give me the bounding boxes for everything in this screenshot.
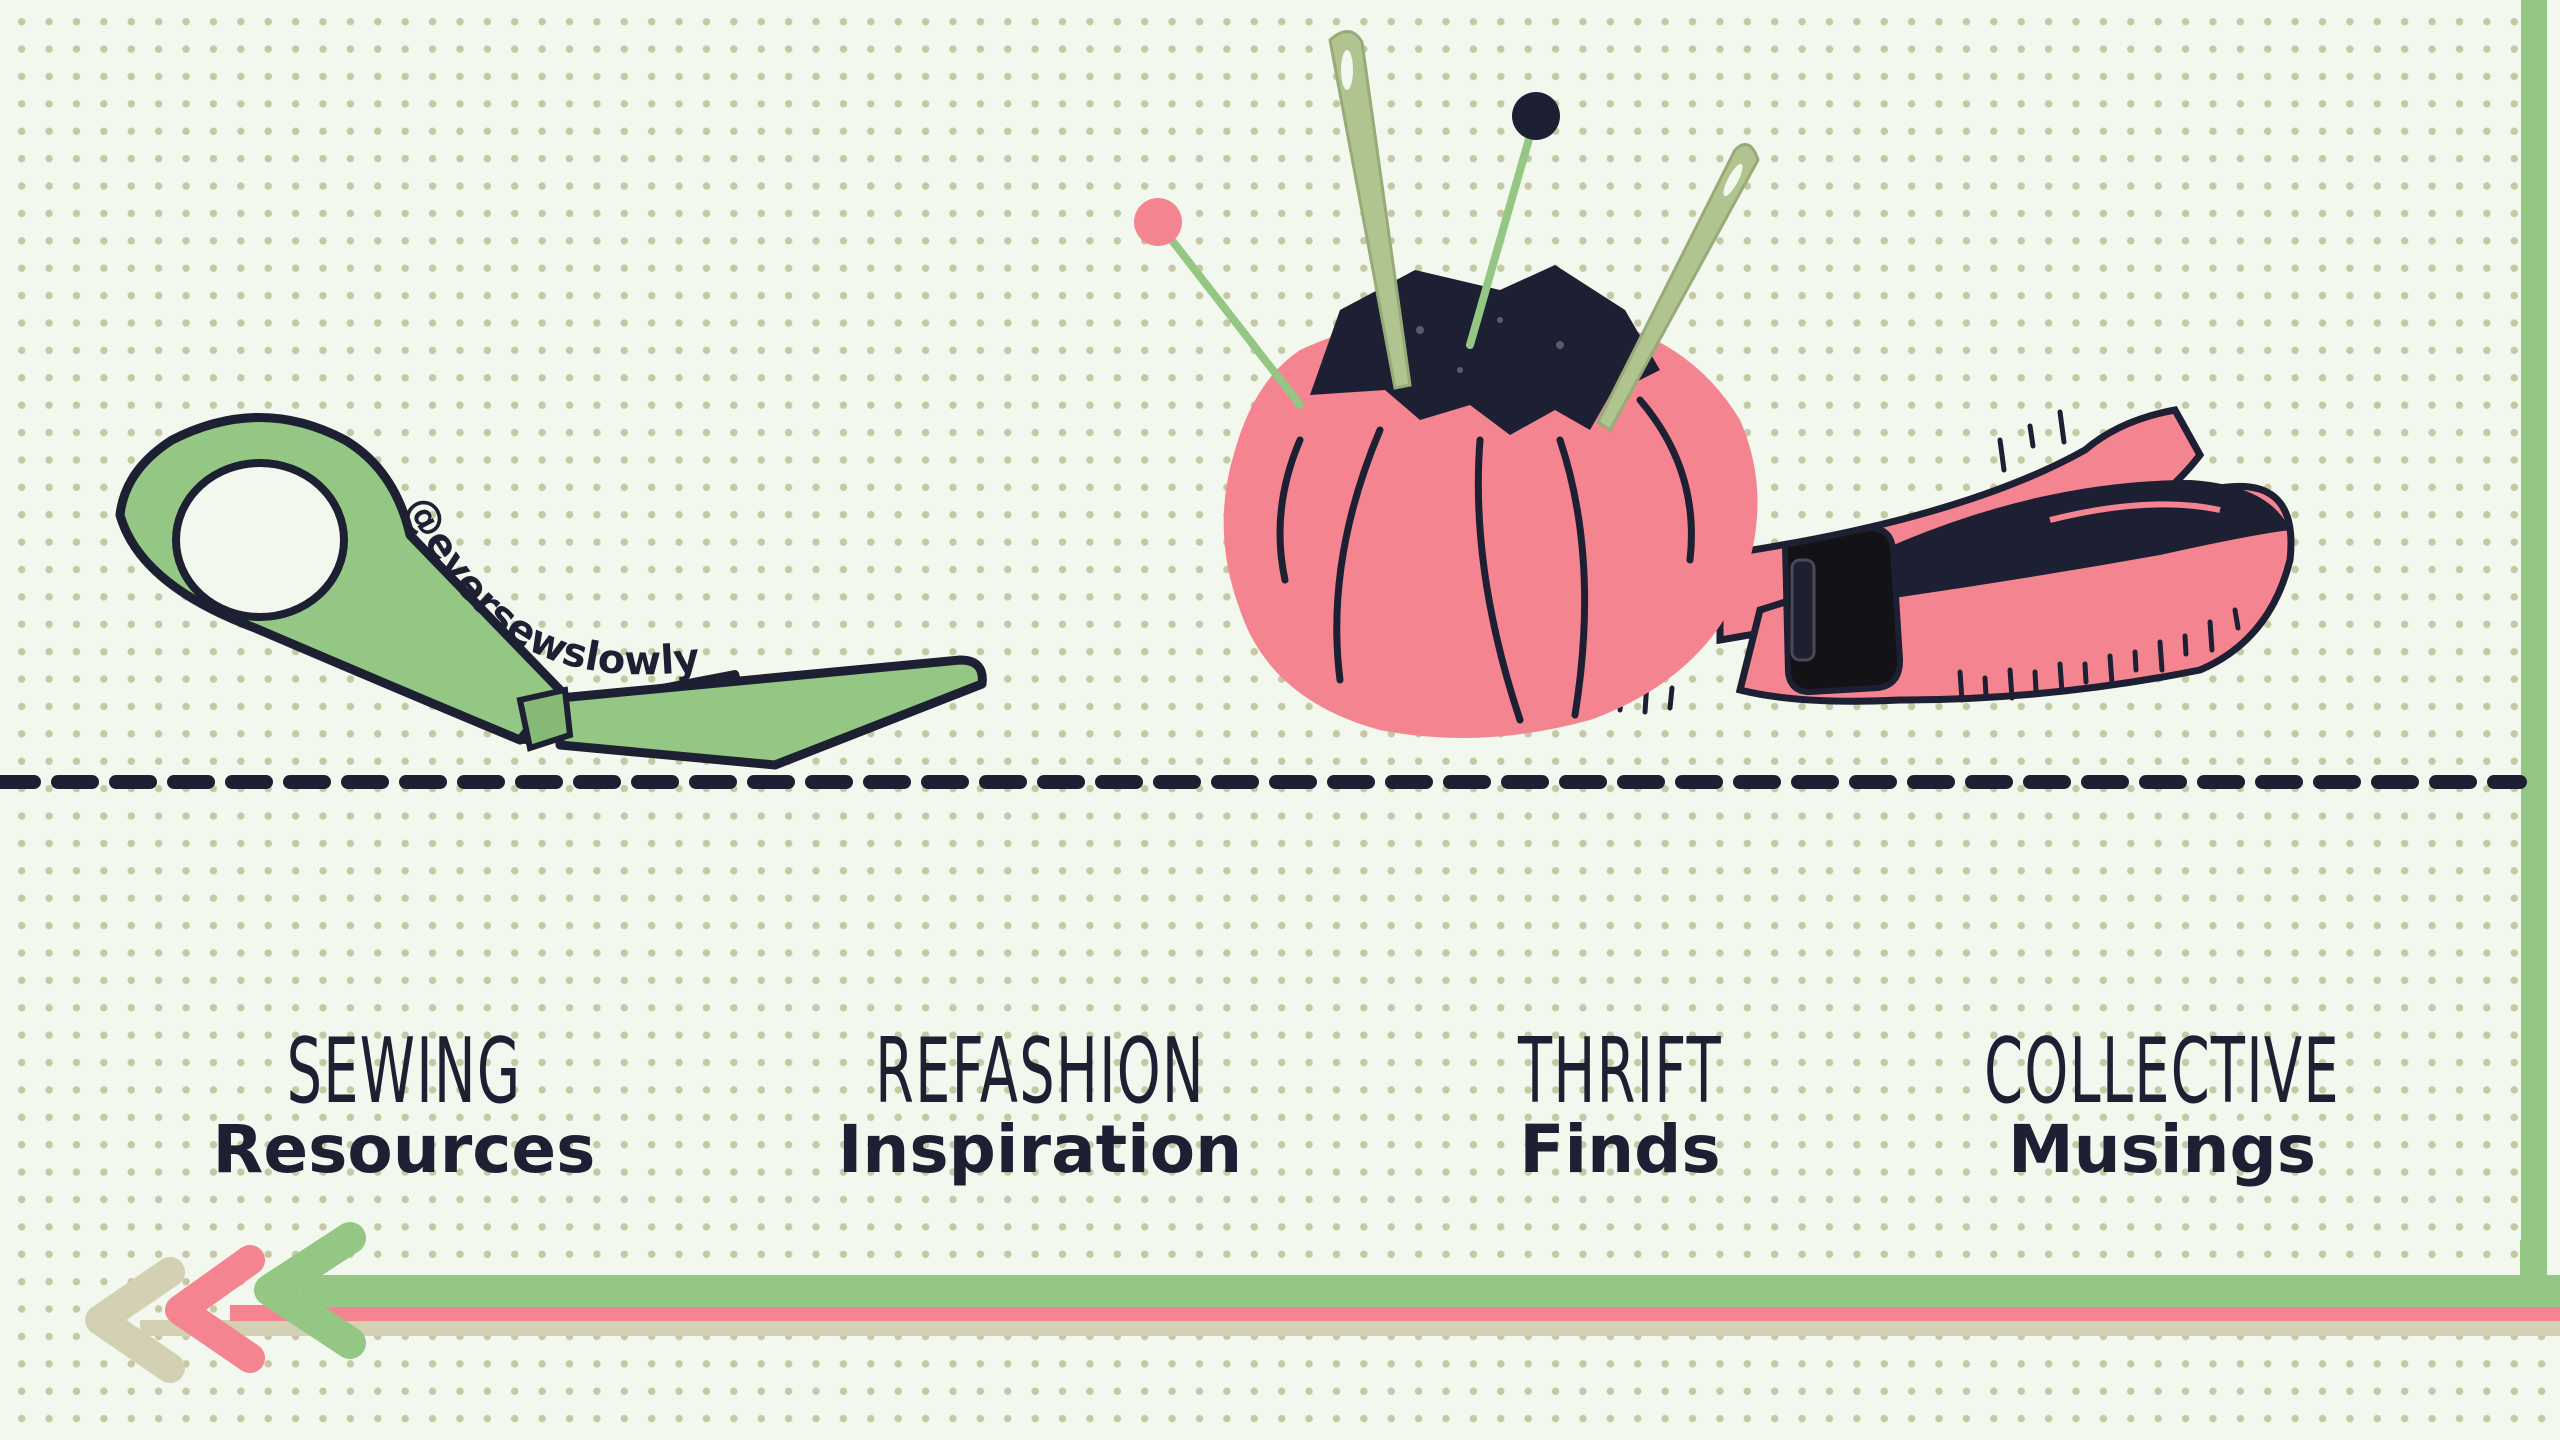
nav-item-bottom-label: Inspiration bbox=[837, 1111, 1243, 1188]
stitch-divider bbox=[0, 775, 2527, 789]
nav-item-top-label: THRIFT bbox=[1518, 1019, 1722, 1124]
nav-item-top-label: SEWING bbox=[286, 1019, 522, 1124]
tape-measure-icon bbox=[1617, 406, 2295, 715]
nav-item-collective-musings[interactable]: COLLECTIVE Musings bbox=[1875, 1019, 2449, 1188]
needle-icon bbox=[1328, 30, 1760, 433]
nav-item-thrift-finds[interactable]: THRIFT Finds bbox=[1456, 1019, 1785, 1188]
nav-item-bottom-label: Musings bbox=[2007, 1111, 2317, 1188]
pincushion-icon bbox=[1223, 265, 1758, 738]
pin-icon bbox=[1134, 92, 1560, 409]
nav-item-top-label: REFASHION bbox=[875, 1019, 1205, 1124]
nav-item-bottom-label: Finds bbox=[1519, 1111, 1721, 1188]
nav-item-bottom-label: Resources bbox=[212, 1111, 596, 1188]
nav-item-refashion-inspiration[interactable]: REFASHION Inspiration bbox=[774, 1019, 1306, 1188]
brand-handle-text: @eversewslowly bbox=[396, 489, 702, 685]
nav-item-sewing-resources[interactable]: SEWING Resources bbox=[212, 1019, 596, 1188]
frame-border-right bbox=[2521, 0, 2547, 1283]
arrow-icon bbox=[85, 1222, 2560, 1383]
nav-item-top-label: COLLECTIVE bbox=[1984, 1019, 2340, 1124]
scissors-icon bbox=[115, 413, 987, 770]
